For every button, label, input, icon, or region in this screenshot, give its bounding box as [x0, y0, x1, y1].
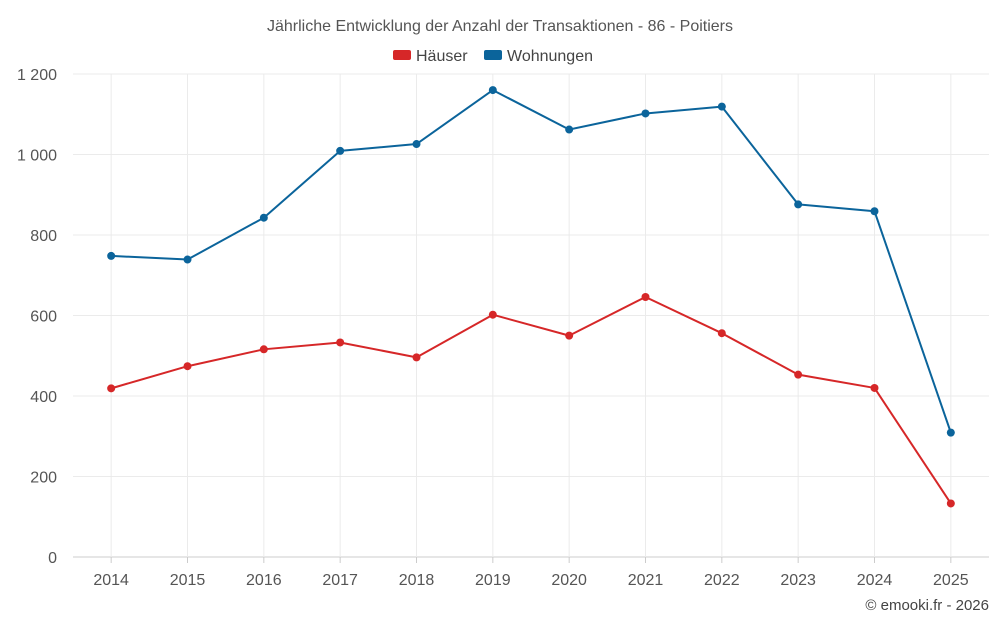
data-point[interactable]: [412, 353, 421, 362]
data-point[interactable]: [336, 338, 345, 347]
y-tick-label: 1 000: [17, 148, 57, 165]
data-point[interactable]: [259, 345, 268, 354]
y-axis: 0 200 400 600 800 1 000 1 200: [17, 67, 57, 567]
legend-swatch: [484, 50, 502, 60]
x-tick-label: 2016: [246, 572, 282, 589]
y-tick-label: 400: [30, 389, 57, 406]
data-point[interactable]: [183, 255, 192, 264]
data-point[interactable]: [183, 362, 192, 371]
data-point[interactable]: [488, 86, 497, 95]
y-tick-label: 200: [30, 470, 57, 487]
y-tick-label: 800: [30, 228, 57, 245]
x-tick-label: 2020: [551, 572, 587, 589]
data-point[interactable]: [870, 383, 879, 392]
legend-label: Wohnungen: [507, 48, 593, 65]
series-0: [107, 292, 955, 508]
x-tick-label: 2023: [780, 572, 816, 589]
data-point[interactable]: [565, 125, 574, 134]
series-line: [111, 89, 952, 433]
legend-label: Häuser: [416, 48, 468, 65]
data-point[interactable]: [870, 207, 879, 216]
data-point[interactable]: [641, 292, 650, 301]
legend-item-0[interactable]: Häuser: [393, 48, 468, 65]
data-point[interactable]: [946, 428, 955, 437]
data-point[interactable]: [794, 370, 803, 379]
data-point[interactable]: [107, 251, 116, 260]
x-tick-label: 2025: [933, 572, 969, 589]
y-tick-label: 0: [48, 550, 57, 567]
x-tick-label: 2017: [322, 572, 358, 589]
legend-item-1[interactable]: Wohnungen: [484, 48, 593, 65]
x-tick-label: 2014: [93, 572, 129, 589]
x-tick-label: 2019: [475, 572, 511, 589]
x-tick-label: 2022: [704, 572, 740, 589]
data-point[interactable]: [641, 109, 650, 118]
x-tick-label: 2024: [857, 572, 893, 589]
data-point[interactable]: [946, 499, 955, 508]
legend-swatch: [393, 50, 411, 60]
data-point[interactable]: [717, 329, 726, 338]
data-point[interactable]: [565, 331, 574, 340]
data-point[interactable]: [259, 213, 268, 222]
x-tick-label: 2021: [628, 572, 664, 589]
data-point[interactable]: [717, 102, 726, 111]
x-tick-label: 2015: [170, 572, 206, 589]
data-point[interactable]: [794, 200, 803, 209]
chart-title: Jährliche Entwicklung der Anzahl der Tra…: [267, 18, 733, 35]
data-point[interactable]: [107, 384, 116, 393]
y-tick-label: 1 200: [17, 67, 57, 84]
data-point[interactable]: [488, 310, 497, 319]
x-tick-label: 2018: [399, 572, 435, 589]
data-point[interactable]: [412, 140, 421, 149]
credit-text: © emooki.fr - 2026: [865, 597, 989, 614]
legend: Häuser Wohnungen: [393, 48, 593, 65]
data-point[interactable]: [336, 146, 345, 155]
y-tick-label: 600: [30, 309, 57, 326]
grid-lines: [73, 73, 989, 558]
x-axis: 2014 2015 2016 2017 2018 2019 2020 2021 2022 2023…: [93, 557, 969, 589]
series-1: [107, 86, 955, 437]
series-line: [110, 295, 952, 505]
series-layer: [107, 86, 955, 508]
